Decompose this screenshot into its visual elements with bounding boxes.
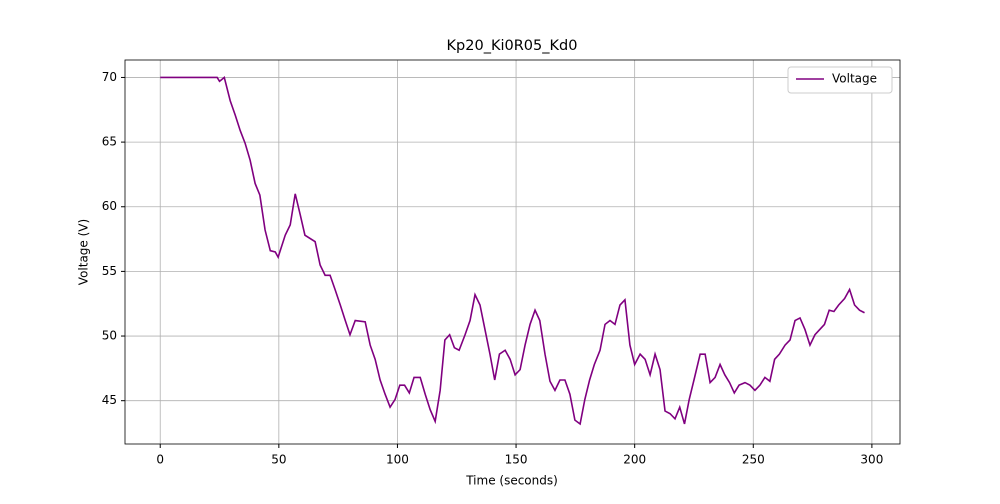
legend-box xyxy=(787,66,893,94)
y-tick-label: 60 xyxy=(102,199,117,213)
data-line xyxy=(160,76,865,426)
y-axis-label: Voltage (V) xyxy=(77,219,91,285)
x-tick-label: 50 xyxy=(271,453,286,467)
y-tick-label: 45 xyxy=(102,393,117,407)
x-tick-label: 250 xyxy=(742,453,765,467)
x-tick-label: 150 xyxy=(505,453,528,467)
x-tick-label: 100 xyxy=(386,453,409,467)
y-tick-label: 65 xyxy=(102,135,117,149)
x-axis-label: Time (seconds) xyxy=(465,474,558,488)
chart-title: Kp20_Ki0R05_Kd0 xyxy=(447,38,578,54)
y-tick-label: 50 xyxy=(102,329,117,343)
y-tick-label: 70 xyxy=(102,70,117,84)
x-tick-label: 200 xyxy=(623,453,646,467)
x-tick-label: 0 xyxy=(156,453,164,467)
plot-frame xyxy=(124,59,901,445)
y-tick-label: 55 xyxy=(102,264,117,278)
x-tick-label: 300 xyxy=(860,453,883,467)
legend-label: Voltage xyxy=(832,72,877,86)
